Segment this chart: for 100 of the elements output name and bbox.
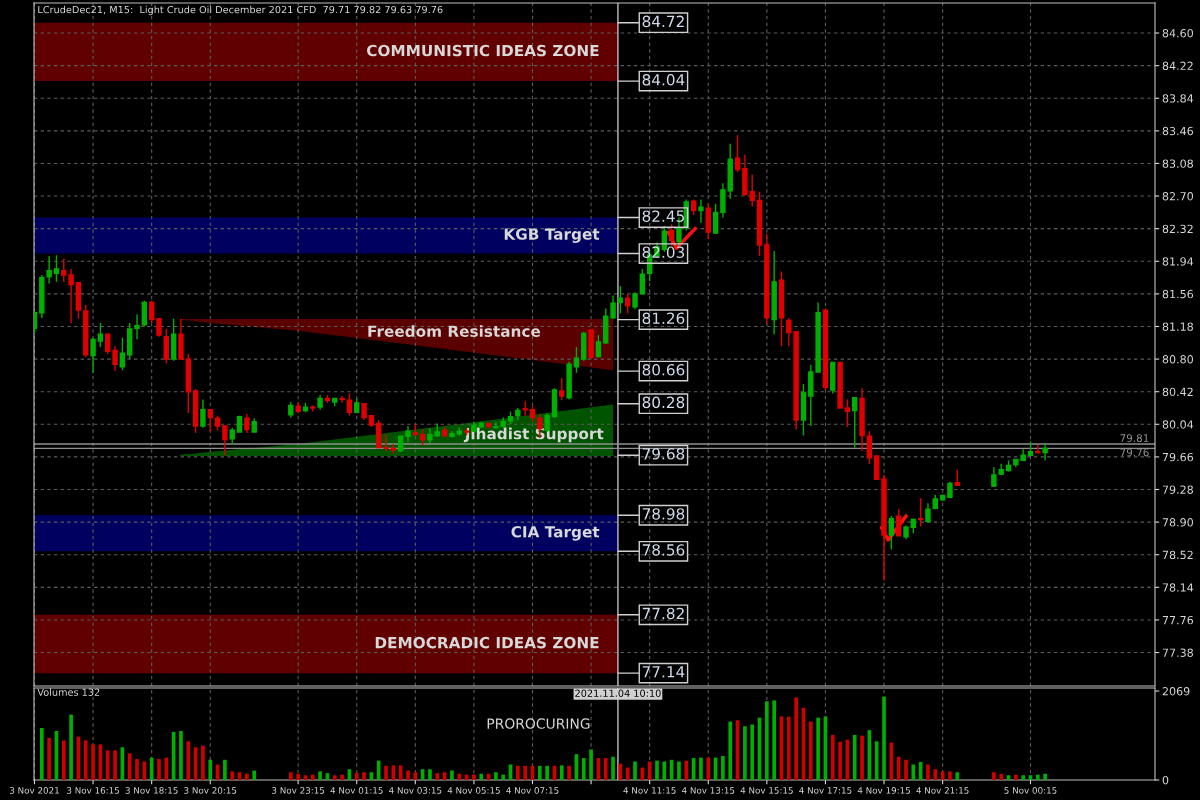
- x-tick-label: 4 Nov 21:15: [916, 787, 969, 794]
- bar: [501, 774, 506, 780]
- candlestick: [90, 336, 96, 374]
- bar: [1043, 773, 1047, 780]
- x-tick-label: 3 Nov 16:15: [67, 787, 120, 794]
- bar: [1035, 774, 1040, 780]
- ref-line-label: 2021.11.04 10:10: [575, 689, 661, 697]
- candlestick: [668, 223, 675, 247]
- bar: [332, 775, 337, 780]
- y-tick-label: 79.28: [1162, 485, 1193, 494]
- annotation: 84.04: [642, 73, 685, 86]
- bar: [896, 756, 901, 780]
- bar: [567, 765, 571, 780]
- band-label: CIA Target: [511, 526, 600, 541]
- bar: [83, 740, 88, 780]
- bar: [310, 774, 315, 780]
- annotation: 77.14: [642, 666, 685, 678]
- bar: [105, 750, 110, 780]
- bar: [721, 755, 725, 780]
- y-tick-label: 77.38: [1162, 648, 1193, 657]
- bar: [376, 760, 381, 780]
- bar: [611, 756, 615, 780]
- annotation: 80.28: [642, 396, 685, 409]
- bar: [354, 773, 359, 780]
- candlestick: [53, 254, 60, 283]
- y-tick-label: 84.22: [1162, 61, 1193, 71]
- x-tick-label: 4 Nov 07:15: [506, 787, 559, 794]
- bar: [860, 735, 864, 780]
- x-tick-label: 4 Nov 19:15: [857, 787, 910, 794]
- bar: [904, 759, 908, 780]
- y-tick-label: 79.66: [1162, 452, 1194, 462]
- y-tick-label: 78.14: [1162, 583, 1194, 592]
- y-tick-label: 84.60: [1162, 29, 1194, 38]
- bar: [516, 765, 520, 780]
- bar: [494, 772, 498, 780]
- bar: [948, 771, 952, 780]
- series-label: Freedom Resistance: [368, 325, 541, 337]
- annotation: 80.66: [642, 363, 685, 376]
- bar: [39, 727, 44, 780]
- bar: [450, 770, 454, 780]
- candlestick: [573, 346, 580, 374]
- y-tick-label: 80.04: [1162, 420, 1194, 429]
- bar: [252, 770, 257, 780]
- y-tick-label: 80.42: [1162, 387, 1193, 397]
- bar: [479, 773, 484, 780]
- bar: [135, 758, 139, 780]
- x-tick-label: 5 Nov 00:15: [1004, 787, 1057, 794]
- bar: [625, 767, 630, 780]
- x-tick-label: 4 Nov 15:15: [740, 787, 793, 794]
- candlestick: [873, 454, 880, 480]
- bar: [186, 741, 191, 780]
- bar: [684, 760, 689, 780]
- candlestick: [698, 198, 704, 224]
- x-tick-label: 4 Nov 17:15: [799, 787, 852, 794]
- bar: [772, 700, 776, 780]
- y-tick-label: 83.46: [1162, 126, 1194, 136]
- bar: [1021, 775, 1026, 780]
- bar: [816, 717, 820, 780]
- candlestick: [134, 313, 140, 341]
- bar: [852, 734, 857, 780]
- y-tick-label: 0: [1162, 775, 1169, 785]
- candlestick: [895, 508, 902, 537]
- chart-title: Volumes 132: [37, 688, 100, 696]
- y-tick-label: 81.56: [1162, 289, 1194, 299]
- series-label: Jihadist Support: [463, 427, 604, 443]
- bar: [179, 730, 183, 780]
- bar: [808, 721, 813, 780]
- bar: [786, 716, 791, 780]
- bar: [113, 750, 117, 780]
- candlestick: [105, 333, 111, 355]
- bar: [69, 714, 73, 780]
- bar: [523, 765, 527, 780]
- annotation: 77.82: [642, 607, 684, 620]
- candlestick: [244, 413, 250, 434]
- candlestick: [346, 392, 353, 417]
- bar: [581, 758, 586, 780]
- annotation: 84.72: [642, 15, 684, 28]
- bar: [91, 744, 95, 780]
- annotation: 79.68: [642, 448, 685, 460]
- bar: [406, 770, 410, 780]
- ref-line-label: 79.81: [1120, 434, 1149, 443]
- bar: [765, 701, 769, 780]
- bar: [164, 757, 169, 780]
- x-tick-label: 3 Nov 2021: [9, 787, 59, 794]
- chart-title: LCrudeDec21, M15: Light Crude Oil December 2021 CFD 79.71 79.82 79.63 79.76: [38, 5, 443, 16]
- candlestick: [68, 268, 74, 324]
- candlestick: [734, 134, 741, 173]
- candlestick: [222, 425, 228, 456]
- bar: [47, 737, 51, 780]
- bar: [838, 741, 842, 780]
- bar: [874, 741, 879, 780]
- candlestick: [383, 433, 389, 452]
- bar: [340, 774, 344, 780]
- candlestick: [720, 182, 726, 219]
- bar: [743, 726, 747, 780]
- bar: [992, 772, 996, 780]
- y-tick-label: 78.90: [1162, 518, 1194, 527]
- annotation: 78.56: [642, 544, 685, 556]
- bar: [127, 753, 132, 780]
- ref-line-label: 79.76: [1120, 448, 1149, 457]
